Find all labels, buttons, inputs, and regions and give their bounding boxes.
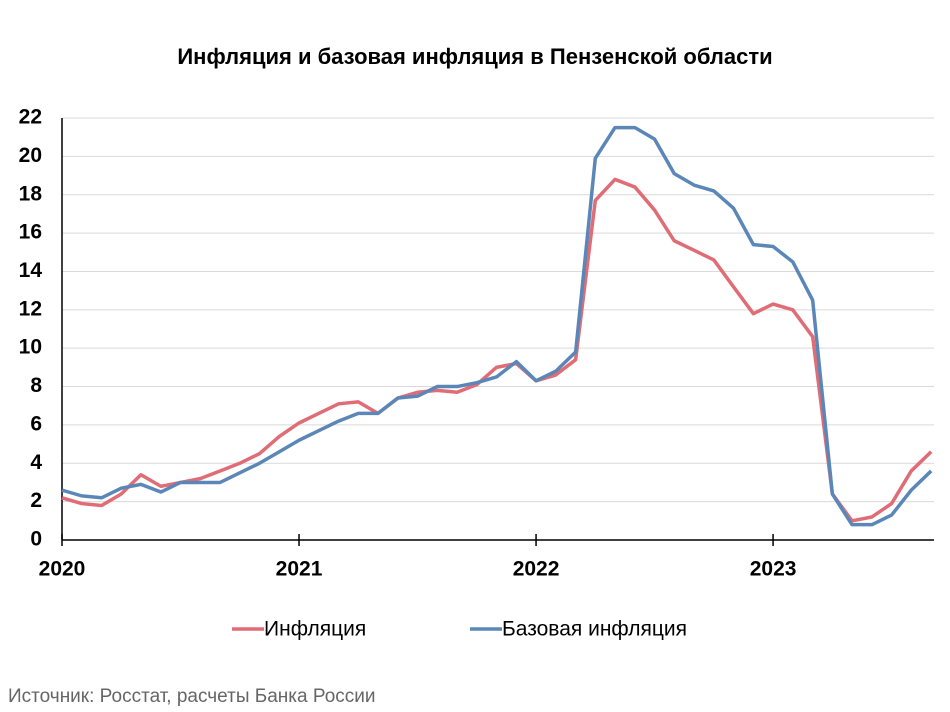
y-tick-label: 22 xyxy=(19,106,42,129)
y-tick-label: 18 xyxy=(19,182,43,205)
chart-title: Инфляция и базовая инфляция в Пензенской… xyxy=(177,44,772,69)
x-tick-label: 2020 xyxy=(39,558,86,581)
y-tick-label: 16 xyxy=(19,221,42,244)
x-tick-label: 2022 xyxy=(513,558,560,581)
y-tick-label: 10 xyxy=(19,336,42,359)
y-tick-label: 14 xyxy=(19,259,43,282)
legend-label: Инфляция xyxy=(264,618,366,641)
y-tick-label: 12 xyxy=(19,297,42,320)
x-tick-label: 2023 xyxy=(750,558,797,581)
y-tick-label: 2 xyxy=(30,489,42,512)
source-note: Источник: Росстат, расчеты Банка России xyxy=(8,686,376,707)
y-tick-label: 6 xyxy=(30,412,42,435)
y-tick-label: 20 xyxy=(19,144,42,167)
y-tick-label: 8 xyxy=(30,374,42,397)
series-line xyxy=(61,177,933,523)
y-tick-label: 0 xyxy=(30,528,42,551)
legend-label: Базовая инфляция xyxy=(502,618,687,641)
x-tick-label: 2021 xyxy=(276,558,323,581)
series-line xyxy=(61,125,933,527)
y-tick-label: 4 xyxy=(30,451,42,474)
